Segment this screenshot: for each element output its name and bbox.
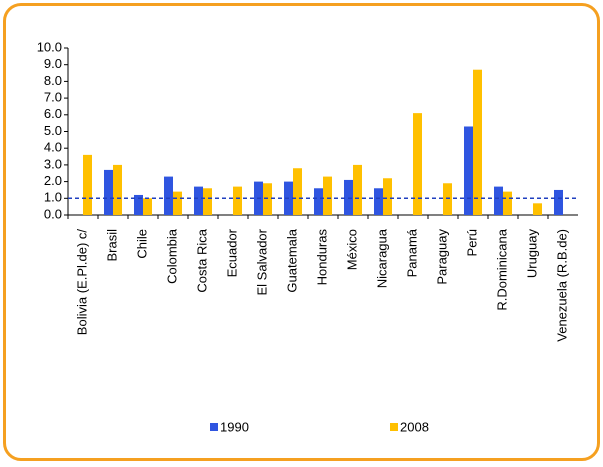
- bar: [383, 178, 392, 215]
- bar: [344, 180, 353, 215]
- legend-label: 2008: [400, 419, 429, 434]
- bar: [164, 177, 173, 215]
- legend-label: 1990: [220, 419, 249, 434]
- bar: [323, 177, 332, 215]
- y-tick-label: 1.0: [44, 190, 62, 205]
- chart: 0.01.0 2.0 3.04.0 5.0 6.07.0 8.0 9.0 10.0 Bolivi…: [0, 0, 603, 467]
- legend-swatch: [210, 423, 218, 431]
- bar: [554, 190, 563, 215]
- bar: [173, 192, 182, 215]
- x-tick-label: Paraguay: [434, 229, 449, 285]
- bar: [293, 168, 302, 215]
- bar: [473, 70, 482, 215]
- x-tick-label: Panamá: [404, 228, 419, 277]
- x-tick-label: Uruguay: [524, 229, 539, 279]
- y-tick-label: 6.0: [44, 106, 62, 121]
- bar: [374, 188, 383, 215]
- bar: [113, 165, 122, 215]
- x-tick-label: El Salvador: [254, 228, 269, 295]
- y-tick-label: 3.0: [44, 156, 62, 171]
- bar: [494, 187, 503, 215]
- y-tick-label: 0.0: [44, 206, 62, 221]
- y-tick-label: 2.0: [44, 173, 62, 188]
- bar: [503, 192, 512, 215]
- x-tick-label: México: [344, 229, 359, 270]
- page: {"chart_data": {"type": "bar", "categori…: [0, 0, 603, 467]
- x-tick-label: Venezuela (R.B.de): [554, 229, 569, 342]
- x-tick-label: Honduras: [314, 229, 329, 286]
- bar: [83, 155, 92, 215]
- x-tick-label: Chile: [134, 229, 149, 259]
- x-tick-label: Guatemala: [284, 228, 299, 292]
- y-tick-label: 7.0: [44, 90, 62, 105]
- x-tick-label: Costa Rica: [194, 228, 209, 292]
- x-tick-label: Ecuador: [224, 228, 239, 277]
- bar: [353, 165, 362, 215]
- bar: [314, 188, 323, 215]
- bar: [143, 198, 152, 215]
- y-tick-label: 10.0: [37, 39, 62, 54]
- y-tick-label: 9.0: [44, 56, 62, 71]
- y-tick-label: 8.0: [44, 73, 62, 88]
- bar: [263, 183, 272, 215]
- x-tick-label: Brasil: [104, 229, 119, 262]
- legend-swatch: [390, 423, 398, 431]
- bar: [443, 183, 452, 215]
- bar: [203, 188, 212, 215]
- bar: [194, 187, 203, 215]
- x-tick-label: Bolivia (E.Pl.de) c/: [74, 229, 89, 336]
- x-tick-label: Nicaragua: [374, 228, 389, 288]
- bar: [533, 203, 542, 215]
- bar: [464, 126, 473, 215]
- x-tick-label: Colombia: [164, 228, 179, 284]
- bar: [233, 187, 242, 215]
- x-tick-label: R.Dominicana: [494, 228, 509, 310]
- bar: [104, 170, 113, 215]
- y-tick-label: 4.0: [44, 140, 62, 155]
- bar: [413, 113, 422, 215]
- x-tick-label: Perú: [464, 229, 479, 256]
- y-tick-label: 5.0: [44, 123, 62, 138]
